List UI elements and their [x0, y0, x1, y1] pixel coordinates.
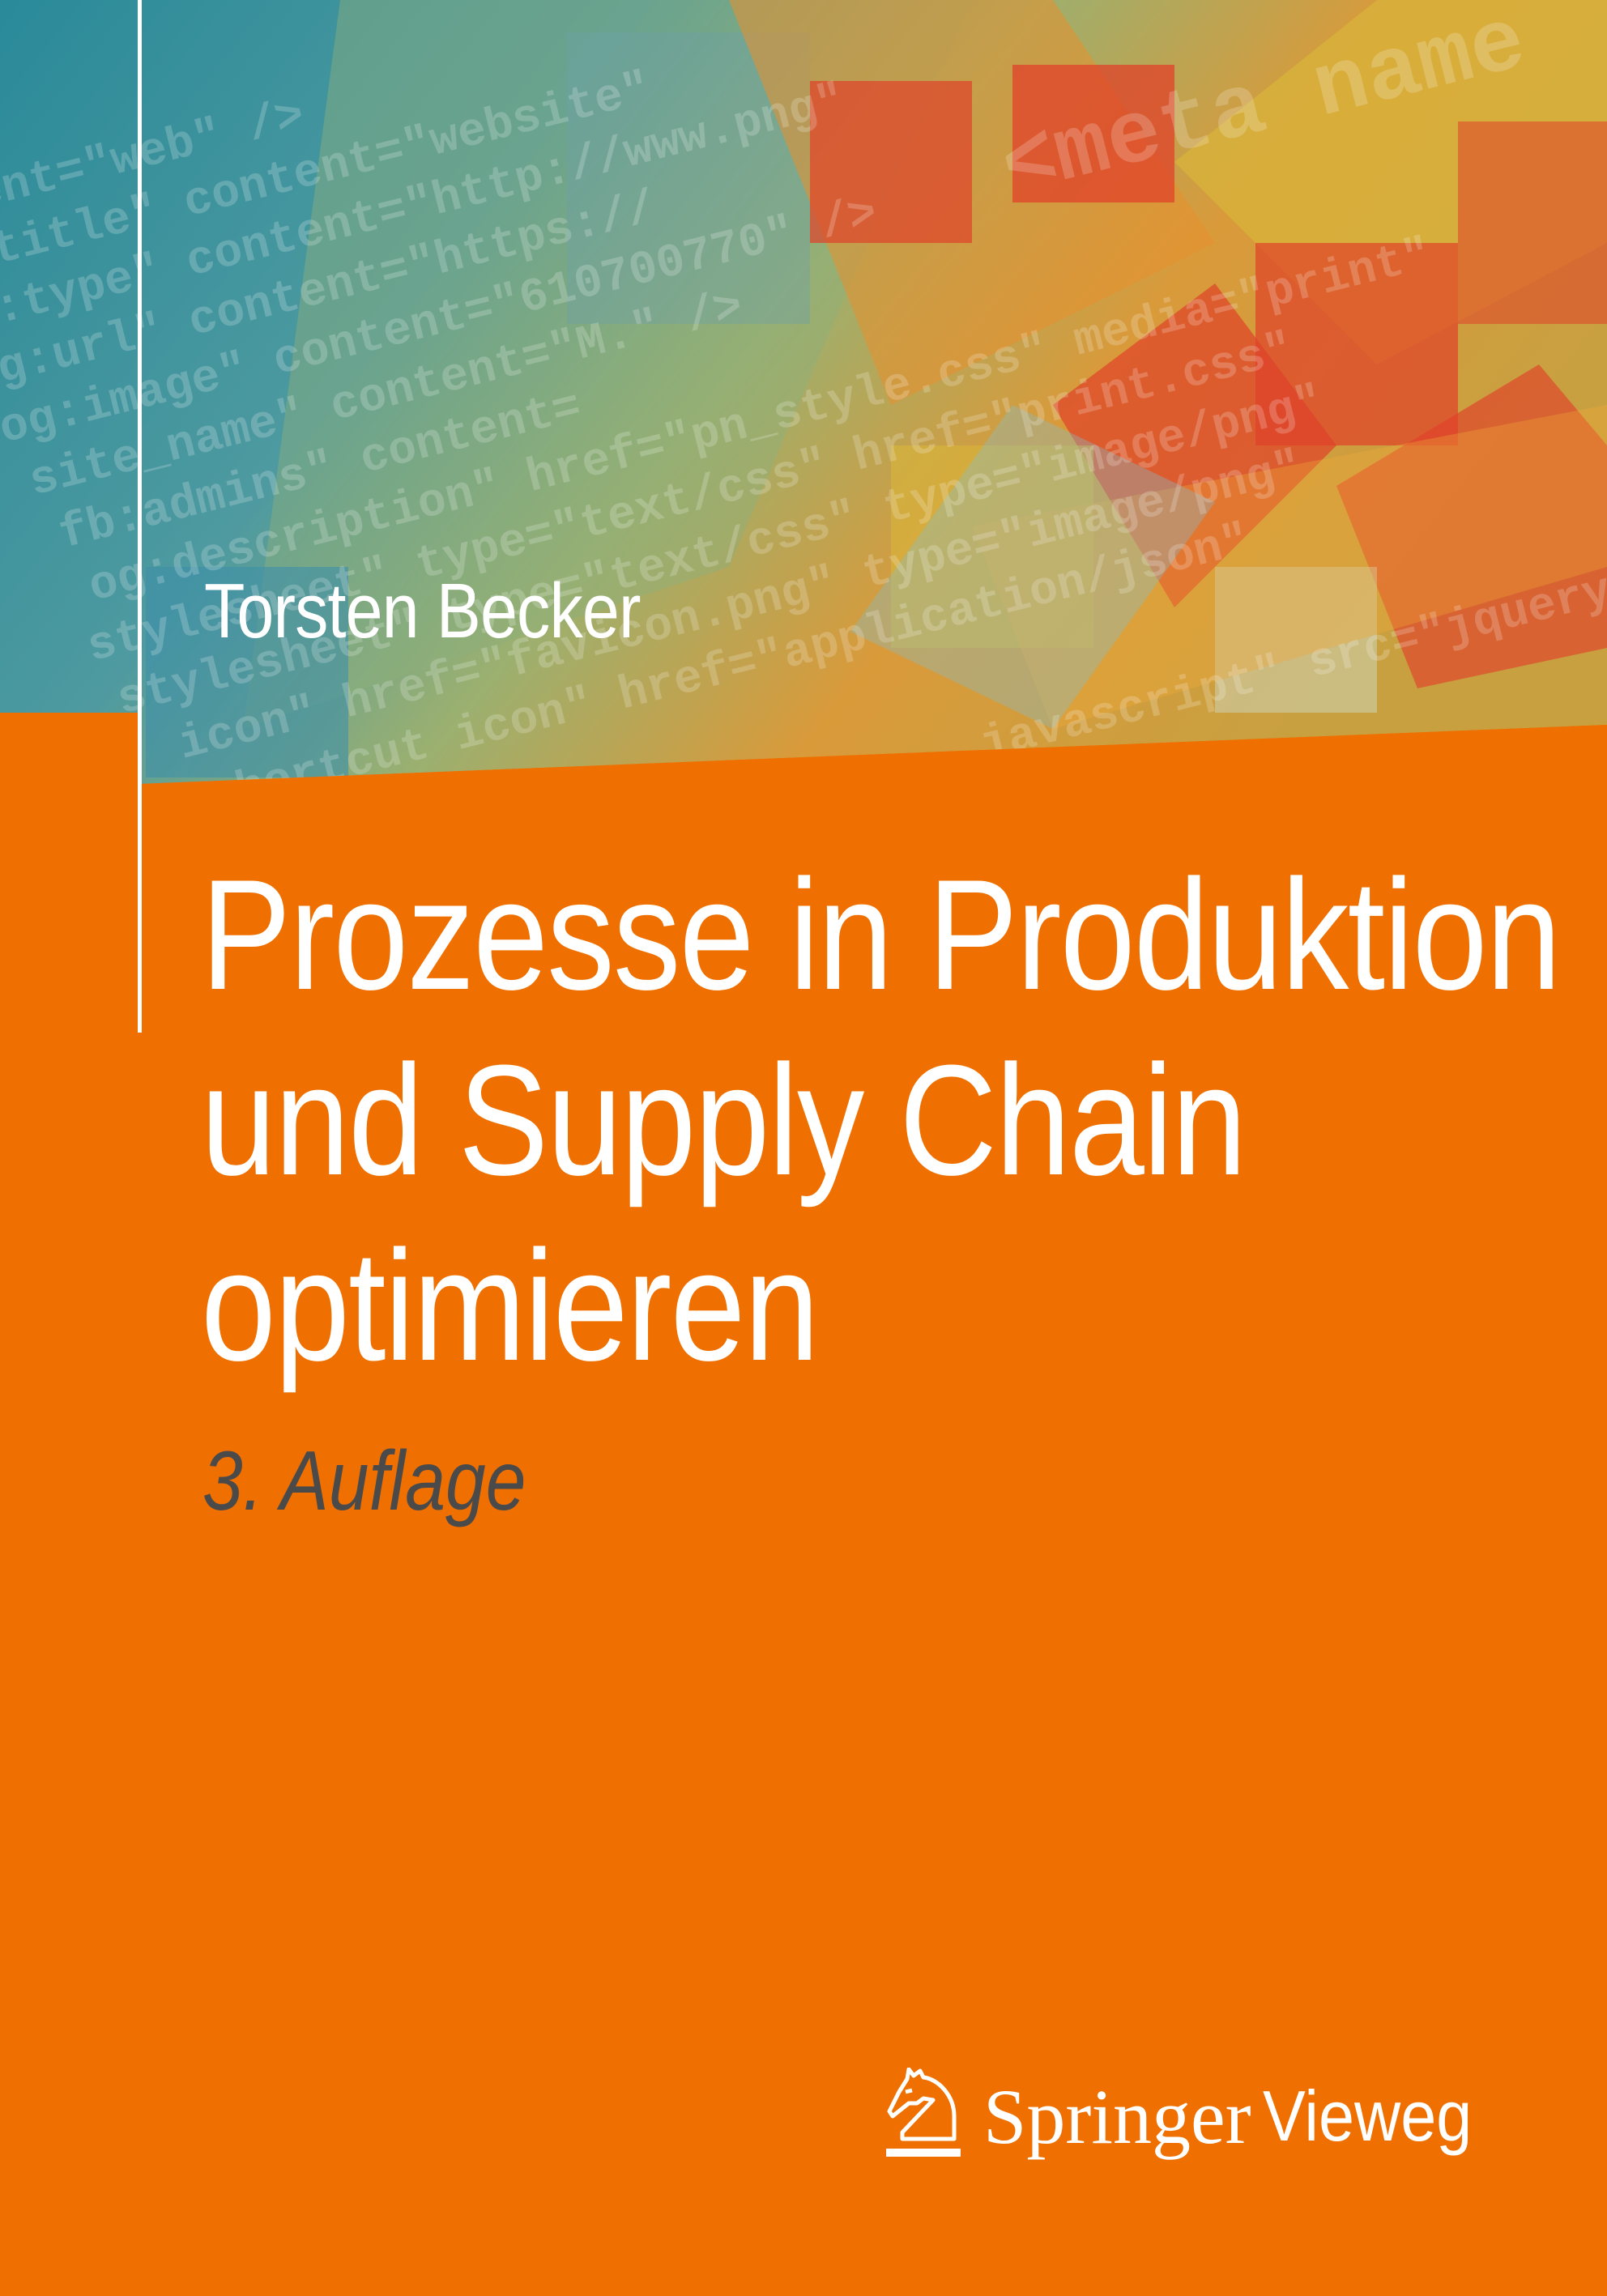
title-line: und Supply Chain [201, 1033, 1247, 1208]
publisher-logo: Springer Vieweg [884, 2064, 1495, 2169]
knight-horse-icon [886, 2068, 961, 2157]
publisher-name: Springer [983, 2072, 1251, 2160]
book-title: Prozesse in Produktion und Supply Chain … [201, 842, 1562, 1399]
title-line: Prozesse in Produktion [201, 847, 1562, 1023]
vertical-divider-line [138, 0, 142, 1033]
cover-artwork: content="web" /> og:title" content="webs… [0, 0, 1607, 810]
publisher-imprint: Vieweg [1262, 2076, 1472, 2156]
title-line: optimieren [201, 1218, 819, 1394]
author-name: Torsten Becker [204, 568, 641, 654]
edition-label: 3. Auflage [202, 1434, 526, 1528]
